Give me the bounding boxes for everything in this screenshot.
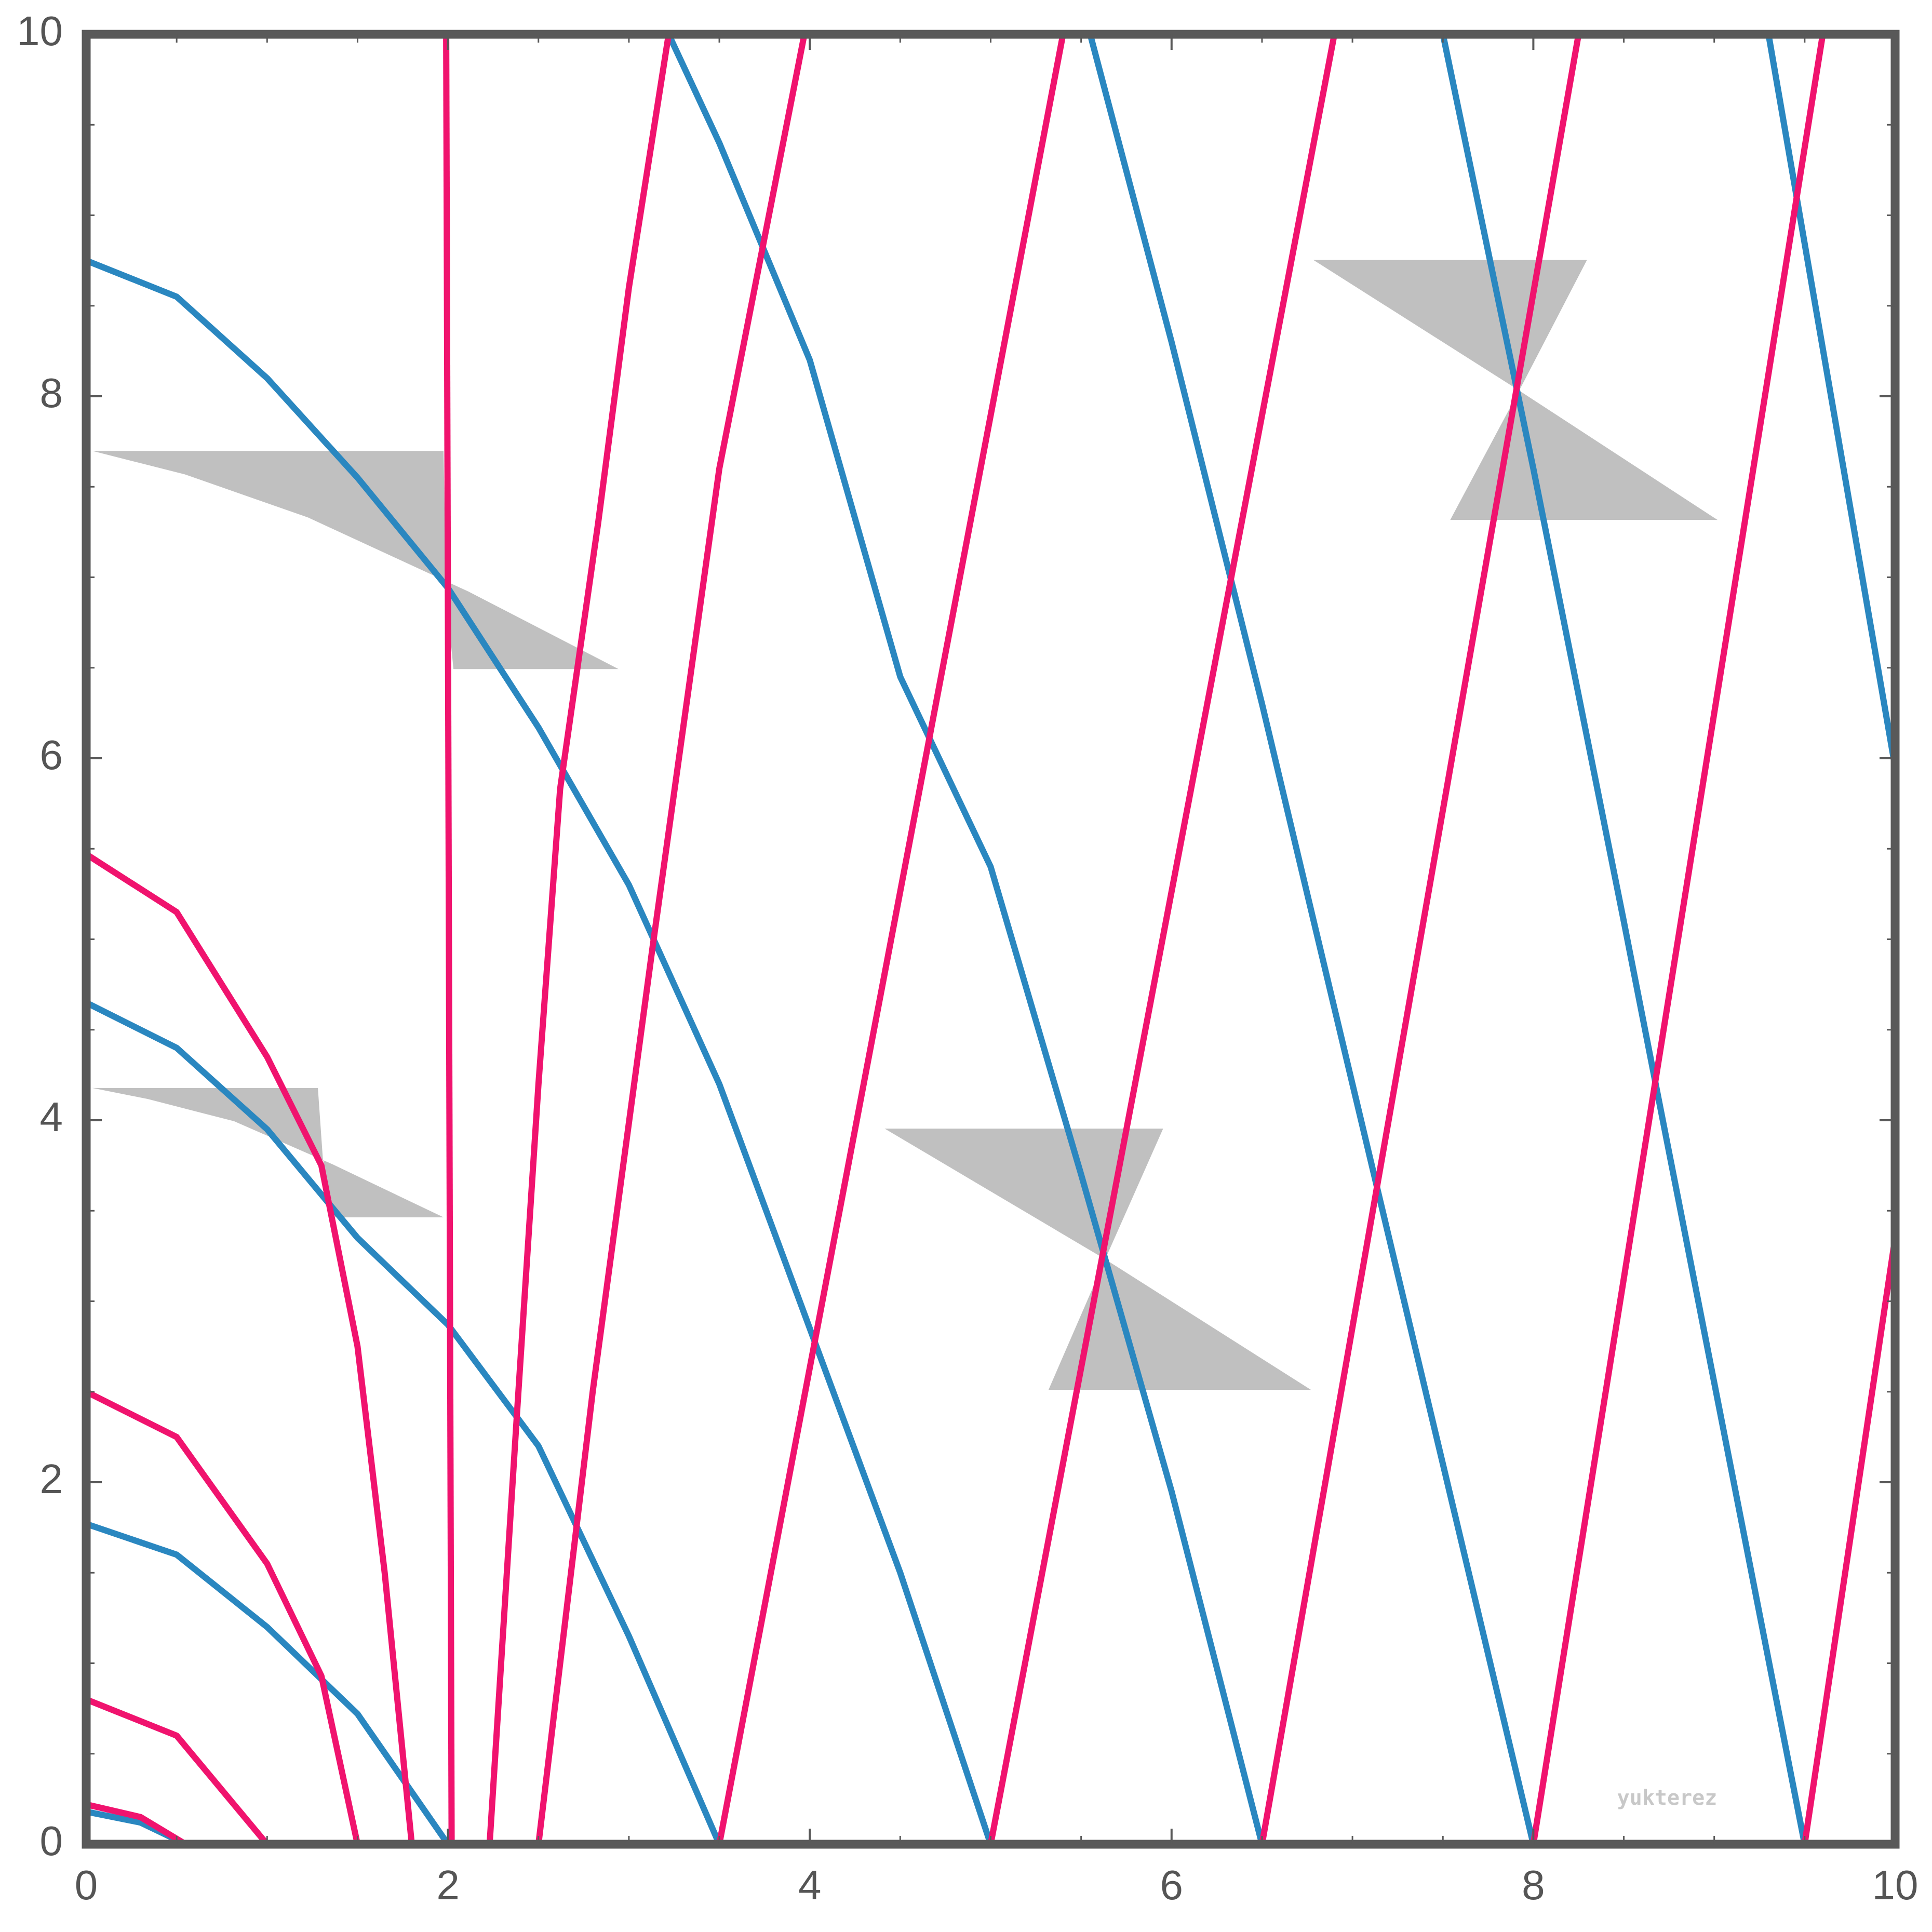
curve xyxy=(1440,34,1808,1844)
y-tick-label: 8 xyxy=(40,370,63,416)
gray-shapes xyxy=(92,260,1718,1390)
shape xyxy=(884,1129,1311,1390)
curve xyxy=(86,1000,722,1844)
curve xyxy=(535,34,808,1844)
curve xyxy=(86,1521,451,1844)
curve xyxy=(987,34,1338,1844)
curve xyxy=(86,1696,270,1844)
curve xyxy=(666,34,1265,1844)
x-tick-label: 10 xyxy=(1872,1862,1918,1908)
shape xyxy=(92,451,619,669)
curves xyxy=(86,34,1895,1844)
curve xyxy=(716,34,1066,1844)
x-tick-label: 4 xyxy=(798,1862,822,1908)
x-tick-label: 0 xyxy=(75,1862,98,1908)
y-tick-label: 2 xyxy=(40,1456,63,1502)
curve xyxy=(1087,34,1537,1844)
x-tick-label: 8 xyxy=(1522,1862,1545,1908)
curve xyxy=(1530,34,1826,1844)
axes: 0 2 4 6 8 10 0 2 4 6 8 10 xyxy=(17,8,1918,1908)
y-tick-label: 4 xyxy=(40,1094,63,1140)
curve xyxy=(1801,1237,1895,1844)
x-tick-label: 6 xyxy=(1160,1862,1184,1908)
curve xyxy=(86,258,994,1844)
curve xyxy=(443,34,455,1844)
shape xyxy=(92,1088,444,1217)
shape xyxy=(1313,260,1718,520)
curve xyxy=(86,1801,187,1844)
curve xyxy=(1259,34,1582,1844)
y-tick-label: 10 xyxy=(17,8,63,54)
y-tick-label: 6 xyxy=(40,732,63,778)
curve xyxy=(86,851,415,1844)
curve xyxy=(1765,34,1895,768)
curve xyxy=(486,34,672,1844)
x-tick-label: 2 xyxy=(436,1862,460,1908)
watermark: yukterez xyxy=(1617,1786,1718,1810)
frame xyxy=(82,30,1900,1849)
y-tick-label: 0 xyxy=(40,1818,63,1864)
curve xyxy=(86,1389,361,1844)
